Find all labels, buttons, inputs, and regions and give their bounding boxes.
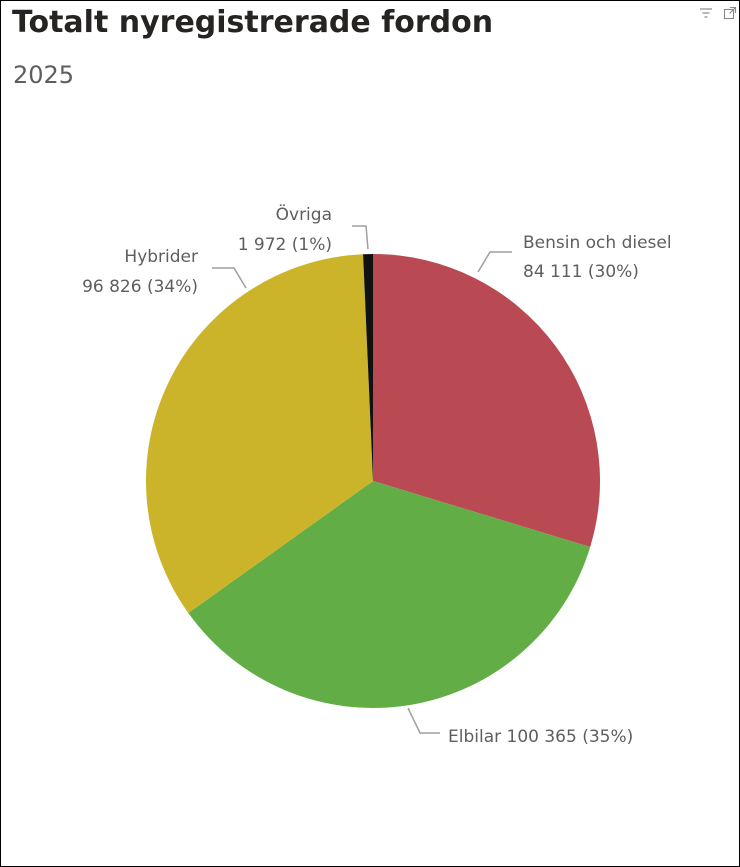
chart-title: Totalt nyregistrerade fordon — [12, 5, 494, 40]
pie-slice-4[interactable] — [363, 254, 373, 481]
leader-line — [407, 707, 440, 734]
pie-slice-3[interactable] — [146, 254, 373, 614]
leader-line — [477, 251, 512, 273]
filter-icon[interactable] — [699, 5, 713, 19]
leader-line — [352, 225, 369, 250]
data-label: Övriga — [276, 203, 332, 225]
focus-mode-icon[interactable] — [723, 5, 737, 20]
data-label: 96 826 (34%) — [82, 277, 198, 297]
data-label: Bensin och diesel — [523, 233, 672, 253]
data-label: 84 111 (30%) — [523, 262, 639, 282]
pie-slice-2[interactable] — [188, 481, 591, 708]
chart-subtitle: 2025 — [13, 61, 75, 89]
data-label: 1 972 (1%) — [238, 235, 332, 255]
leader-line — [212, 267, 247, 289]
data-label: Hybrider — [124, 247, 198, 267]
data-label: Elbilar 100 365 (35%) — [448, 727, 633, 747]
pie-slice-1[interactable] — [373, 254, 600, 547]
